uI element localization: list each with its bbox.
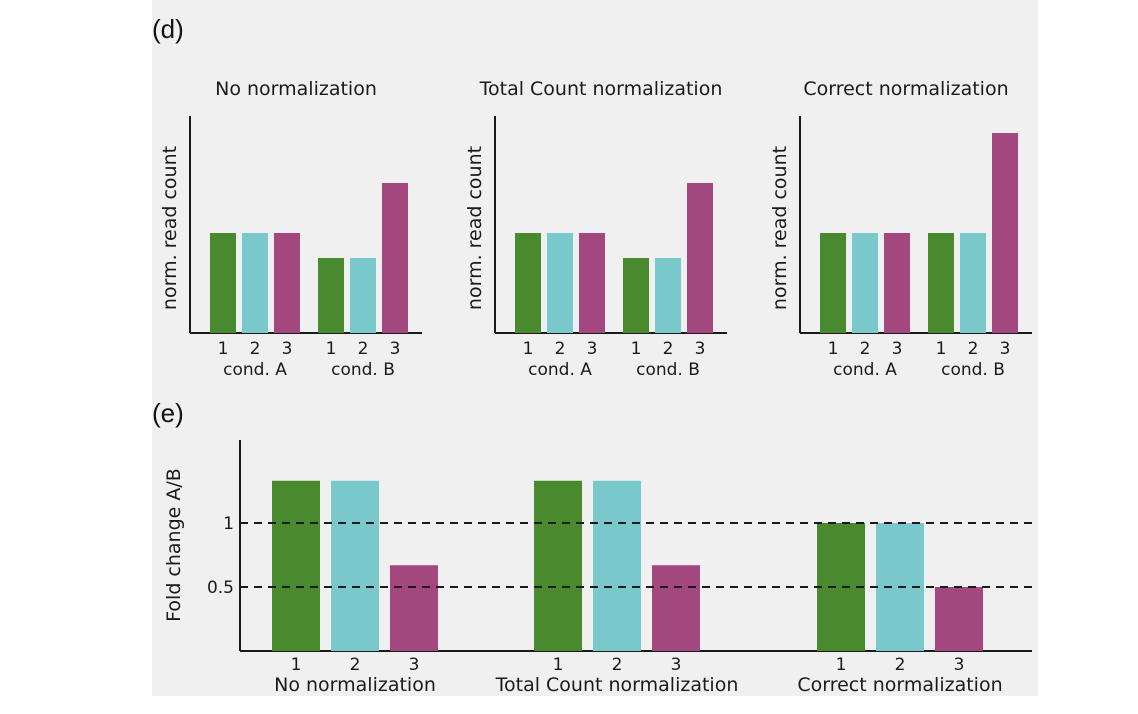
- bar-cond-a-rep3: [579, 233, 605, 333]
- bar-cond-b-rep3: [687, 183, 713, 333]
- x-tick-label: 3: [282, 339, 293, 359]
- group-label: cond. B: [941, 360, 1005, 380]
- bar-cond-b-rep3: [992, 133, 1018, 333]
- bar-total-count-normalization-rep1: [534, 480, 582, 651]
- x-tick-label: 1: [553, 655, 564, 675]
- x-tick-label: 1: [836, 655, 847, 675]
- x-tick-label: 1: [828, 339, 839, 359]
- x-tick-label: 1: [523, 339, 534, 359]
- bar-no-normalization-rep3: [390, 565, 438, 651]
- bar-cond-b-rep2: [350, 258, 376, 333]
- y-axis-label: Fold change A/B: [163, 468, 185, 622]
- bar-cond-b-rep1: [318, 258, 344, 333]
- bar-cond-a-rep2: [242, 233, 268, 333]
- bar-cond-a-rep1: [820, 233, 846, 333]
- bar-total-count-normalization-rep2: [593, 480, 641, 651]
- x-tick-label: 2: [968, 339, 979, 359]
- x-tick-label: 2: [860, 339, 871, 359]
- bar-cond-a-rep1: [210, 233, 236, 333]
- x-tick-label: 2: [358, 339, 369, 359]
- y-tick-label: 1: [223, 514, 234, 534]
- bar-cond-a-rep1: [515, 233, 541, 333]
- bar-no-normalization-rep1: [272, 480, 320, 651]
- x-tick-label: 1: [326, 339, 337, 359]
- group-label: Total Count normalization: [495, 674, 739, 696]
- x-tick-label: 1: [291, 655, 302, 675]
- chart-title: Correct normalization: [803, 78, 1008, 100]
- group-label: cond. B: [331, 360, 395, 380]
- x-tick-label: 3: [587, 339, 598, 359]
- x-tick-label: 2: [250, 339, 261, 359]
- bar-total-count-normalization-rep3: [652, 565, 700, 651]
- x-tick-label: 2: [663, 339, 674, 359]
- x-tick-label: 3: [390, 339, 401, 359]
- figure: (d) (e) No normalization norm. read count…: [152, 0, 1038, 696]
- bar-cond-a-rep2: [852, 233, 878, 333]
- group-label: cond. A: [528, 360, 592, 380]
- bar-cond-b-rep3: [382, 183, 408, 333]
- chart-title: Total Count normalization: [479, 78, 723, 100]
- bar-cond-b-rep2: [960, 233, 986, 333]
- x-tick-label: 1: [218, 339, 229, 359]
- bar-cond-b-rep2: [655, 258, 681, 333]
- x-tick-label: 3: [892, 339, 903, 359]
- y-axis-label: norm. read count: [769, 146, 791, 310]
- bar-cond-a-rep2: [547, 233, 573, 333]
- bar-correct-normalization-rep3: [935, 587, 983, 651]
- group-label: cond. A: [833, 360, 897, 380]
- panel-e-label: (e): [152, 398, 184, 428]
- bar-cond-b-rep1: [623, 258, 649, 333]
- y-tick-label: 0.5: [207, 578, 234, 598]
- y-axis-label: norm. read count: [159, 146, 181, 310]
- bar-no-normalization-rep2: [331, 480, 379, 651]
- group-label: cond. B: [636, 360, 700, 380]
- x-tick-label: 1: [936, 339, 947, 359]
- group-label: cond. A: [223, 360, 287, 380]
- x-tick-label: 3: [695, 339, 706, 359]
- x-tick-label: 2: [612, 655, 623, 675]
- x-tick-label: 3: [671, 655, 682, 675]
- x-tick-label: 3: [409, 655, 420, 675]
- x-tick-label: 3: [954, 655, 965, 675]
- bar-cond-a-rep3: [274, 233, 300, 333]
- bar-cond-a-rep3: [884, 233, 910, 333]
- bar-cond-b-rep1: [928, 233, 954, 333]
- y-axis-label: norm. read count: [464, 146, 486, 310]
- group-label: Correct normalization: [797, 674, 1002, 696]
- x-tick-label: 1: [631, 339, 642, 359]
- x-tick-label: 2: [895, 655, 906, 675]
- x-tick-label: 2: [350, 655, 361, 675]
- x-tick-label: 3: [1000, 339, 1011, 359]
- x-tick-label: 2: [555, 339, 566, 359]
- panel-d-label: (d): [152, 14, 184, 44]
- group-label: No normalization: [274, 674, 436, 696]
- chart-title: No normalization: [215, 78, 377, 100]
